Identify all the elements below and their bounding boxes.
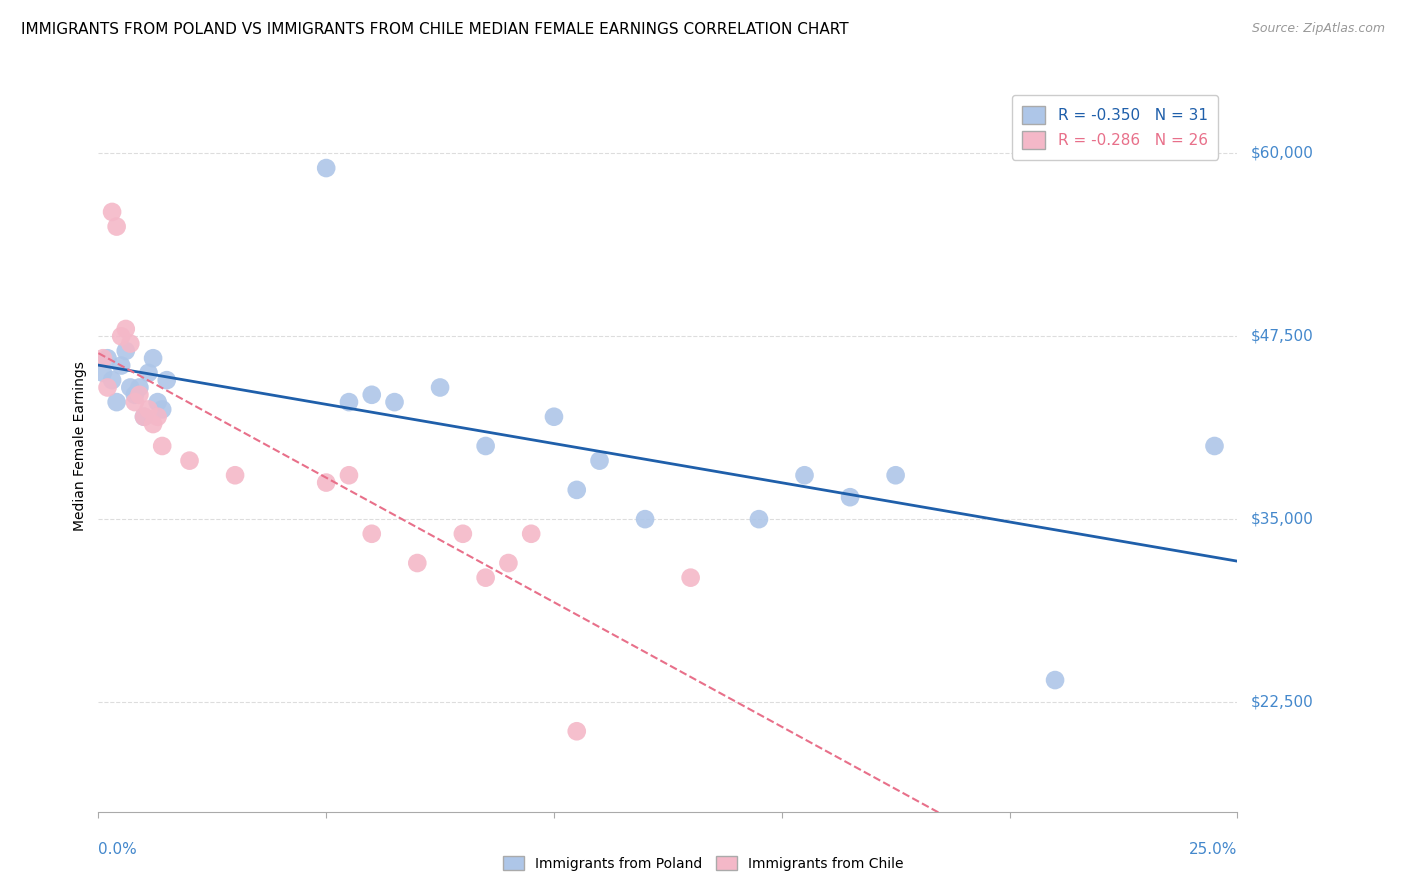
Point [138, 402, 160, 417]
Point [384, 395, 406, 409]
Point [520, 526, 543, 541]
Point [96, 351, 118, 366]
Point [146, 395, 169, 409]
Point [1043, 673, 1066, 687]
Point [142, 417, 165, 431]
Point [110, 329, 132, 343]
Point [748, 512, 770, 526]
Point [128, 380, 150, 394]
Text: $35,000: $35,000 [1251, 512, 1315, 526]
Point [565, 724, 588, 739]
Point [91, 366, 114, 380]
Point [124, 395, 146, 409]
Point [124, 388, 146, 402]
Point [793, 468, 815, 483]
Point [142, 351, 165, 366]
Point [128, 388, 150, 402]
Point [96, 380, 118, 394]
Point [138, 366, 160, 380]
Text: IMMIGRANTS FROM POLAND VS IMMIGRANTS FROM CHILE MEDIAN FEMALE EARNINGS CORRELATI: IMMIGRANTS FROM POLAND VS IMMIGRANTS FRO… [21, 22, 849, 37]
Point [91, 351, 114, 366]
Point [110, 359, 132, 373]
Point [315, 475, 337, 490]
Point [406, 556, 429, 570]
Point [337, 395, 360, 409]
Point [565, 483, 588, 497]
Point [884, 468, 907, 483]
Point [132, 409, 155, 424]
Point [315, 161, 337, 175]
Point [588, 453, 610, 467]
Point [132, 409, 155, 424]
Legend: Immigrants from Poland, Immigrants from Chile: Immigrants from Poland, Immigrants from … [498, 850, 908, 876]
Text: 25.0%: 25.0% [1189, 842, 1237, 857]
Point [360, 388, 382, 402]
Legend: R = -0.350   N = 31, R = -0.286   N = 26: R = -0.350 N = 31, R = -0.286 N = 26 [1012, 95, 1218, 160]
Point [156, 373, 179, 387]
Point [224, 468, 246, 483]
Text: $22,500: $22,500 [1251, 695, 1315, 709]
Point [150, 402, 173, 417]
Point [360, 526, 382, 541]
Text: Source: ZipAtlas.com: Source: ZipAtlas.com [1251, 22, 1385, 36]
Point [337, 468, 360, 483]
Text: 0.0%: 0.0% [98, 842, 138, 857]
Point [634, 512, 657, 526]
Point [120, 380, 142, 394]
Point [451, 526, 474, 541]
Point [105, 219, 128, 234]
Point [105, 395, 128, 409]
Point [474, 439, 496, 453]
Point [679, 571, 702, 585]
Point [839, 490, 862, 504]
Point [114, 343, 136, 358]
Point [474, 571, 496, 585]
Point [543, 409, 565, 424]
Text: $60,000: $60,000 [1251, 146, 1315, 161]
Point [150, 439, 173, 453]
Point [179, 453, 201, 467]
Point [101, 205, 124, 219]
Point [1204, 439, 1226, 453]
Point [120, 336, 142, 351]
Text: $47,500: $47,500 [1251, 329, 1315, 343]
Point [101, 373, 124, 387]
Y-axis label: Median Female Earnings: Median Female Earnings [73, 361, 87, 531]
Point [429, 380, 451, 394]
Point [114, 322, 136, 336]
Point [146, 409, 169, 424]
Point [498, 556, 520, 570]
